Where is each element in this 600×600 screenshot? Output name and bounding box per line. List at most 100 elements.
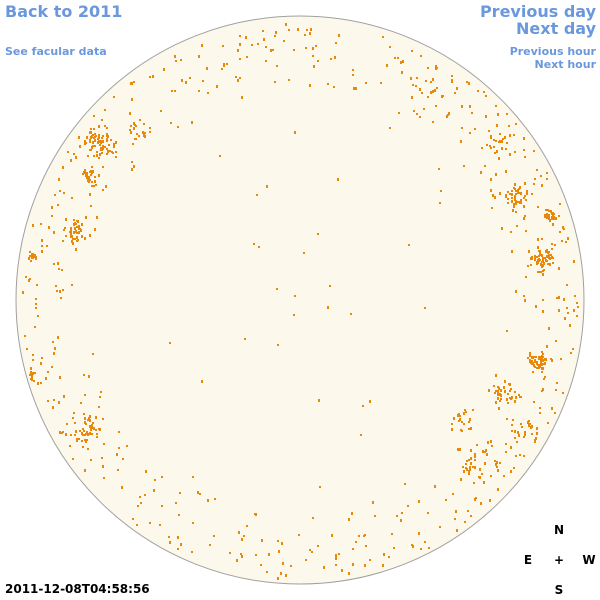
facula-point [70,227,72,230]
facula-point [89,171,91,173]
facula-point [372,501,374,504]
facula-point [96,154,98,157]
facula-point [485,95,487,97]
facula-point [70,159,72,162]
facula-point [573,309,575,312]
facula-point [567,237,569,240]
next-hour-link[interactable]: Next hour [534,58,597,71]
facula-point [265,46,267,48]
facula-point [115,141,117,144]
facula-point [509,397,511,399]
facula-point [513,467,515,469]
facula-point [201,380,203,383]
facula-point [551,217,553,220]
facula-point [312,517,314,519]
facula-point [537,271,539,273]
facula-point [419,88,421,91]
back-to-year-link[interactable]: Back to 2011 [5,2,123,21]
facula-point [451,428,453,431]
facula-point [102,189,104,191]
facula-point [40,362,42,365]
facula-point [265,60,267,62]
facula-point [470,462,472,465]
facula-point [416,77,418,79]
facula-point [466,468,468,471]
facula-point [48,226,50,229]
facula-point [484,462,486,465]
facula-point [285,23,287,26]
facula-point [31,256,33,259]
facula-point [460,478,462,481]
facula-point [400,519,402,522]
facula-point [534,359,536,361]
facula-point [541,367,543,370]
facula-point [517,189,519,192]
facula-point [89,141,91,143]
previous-hour-link[interactable]: Previous hour [509,45,596,58]
facula-point [355,541,357,543]
facula-point [239,58,241,60]
facula-point [65,218,67,221]
facula-point [168,536,170,538]
facula-point [439,202,441,204]
facula-point [506,398,508,401]
facula-point [546,255,548,258]
facula-point [245,36,247,39]
facula-point [412,84,414,86]
facula-point [537,246,539,249]
facula-point [82,428,84,430]
facula-point [58,268,60,270]
facula-point [137,505,139,507]
next-day-link[interactable]: Next day [516,19,596,38]
facula-point [474,459,476,461]
facula-point [511,250,513,253]
see-facular-data-link[interactable]: See facular data [5,45,107,58]
facula-point [73,153,75,155]
facula-point [494,152,496,154]
facula-point [511,190,513,192]
facula-point [337,178,339,181]
facula-point [152,75,154,78]
facula-point [106,140,108,142]
facula-point [87,155,89,157]
facula-point [293,314,295,316]
facula-point [513,205,515,208]
facula-point [515,202,517,205]
facula-point [85,172,87,175]
facula-point [91,135,93,138]
facula-point [104,109,106,111]
facula-point [160,110,162,112]
facula-point [506,418,508,420]
facula-point [511,193,513,196]
facula-point [72,242,74,245]
facula-point [507,202,509,204]
facula-point [564,317,566,320]
facula-point [352,548,354,550]
facula-point [288,29,290,31]
facula-point [75,230,77,232]
facula-point [53,263,55,265]
facula-point [161,505,163,507]
facula-point [478,476,480,478]
facula-point [550,210,552,213]
facula-point [536,427,538,430]
facula-point [506,142,508,144]
facula-point [362,405,364,407]
facula-point [364,564,366,567]
facula-point [99,396,101,398]
facula-point [427,512,429,514]
facula-point [497,488,499,491]
facula-point [451,80,453,83]
facula-point [306,29,308,31]
facula-point [365,545,367,547]
compass-north-label: N [553,523,565,537]
facula-point [545,358,547,361]
facula-point [277,577,279,580]
facula-point [513,134,515,136]
facula-point [544,376,546,378]
facula-point [471,112,473,114]
facula-point [509,153,511,156]
facula-point [115,151,117,153]
facula-point [278,550,280,553]
previous-day-link[interactable]: Previous day [479,2,596,21]
